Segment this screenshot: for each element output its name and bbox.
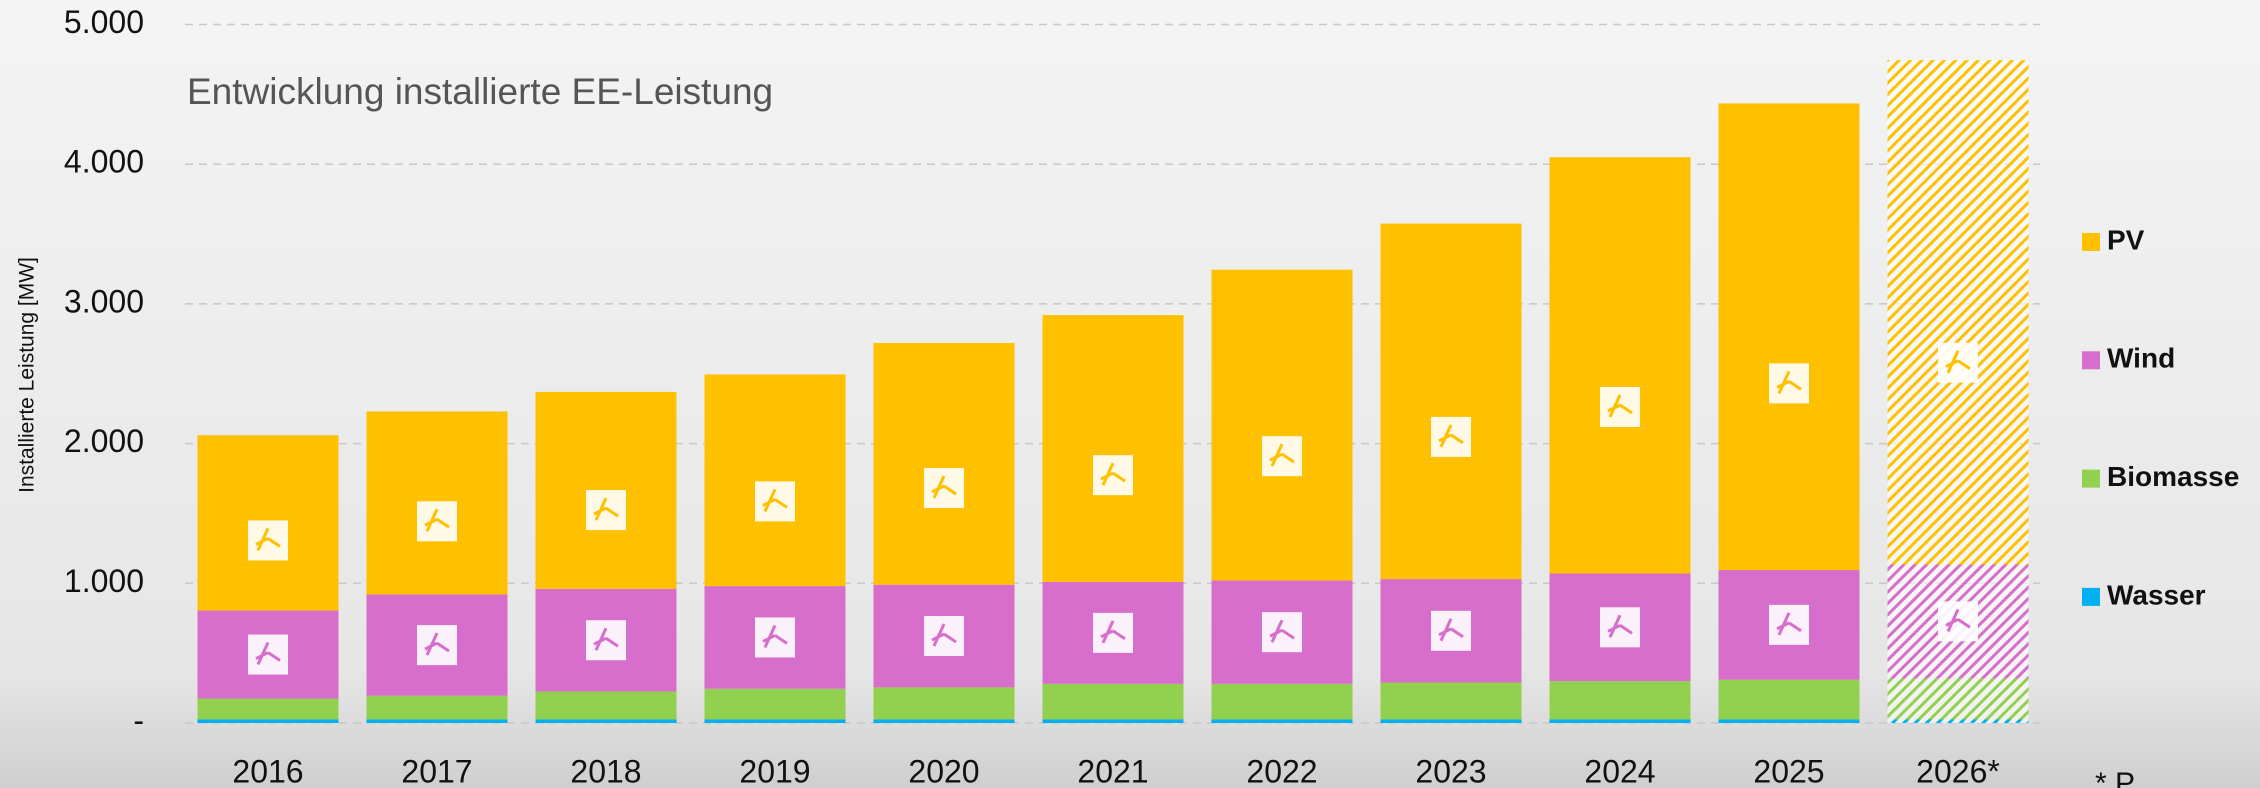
icon — [248, 520, 288, 560]
x-tick-label: 2023 — [1415, 753, 1486, 788]
x-tick-label: 2021 — [1077, 753, 1148, 788]
icon — [924, 616, 964, 656]
y-tick-label: 4.000 — [64, 144, 144, 180]
x-tick-label: 2024 — [1584, 753, 1655, 788]
bar-segment — [1043, 684, 1184, 720]
bar-segment — [1550, 157, 1691, 573]
bar-segment — [1550, 681, 1691, 719]
icon — [1938, 343, 1978, 383]
bar-segment — [705, 374, 846, 586]
x-tick-label: 2026* — [1916, 753, 2000, 788]
icon — [586, 490, 626, 530]
icon — [586, 620, 626, 660]
bar-segment — [1381, 720, 1522, 723]
legend-label: Wind — [2107, 343, 2175, 374]
icon — [924, 468, 964, 508]
icon — [1938, 601, 1978, 641]
legend-label: Wasser — [2107, 579, 2206, 610]
bar-segment — [1888, 720, 2029, 723]
y-tick-label: 3.000 — [64, 283, 144, 319]
icon — [1093, 455, 1133, 495]
bar-segment — [1550, 720, 1691, 723]
chart-title: Entwicklung installierte EE-Leistung — [187, 71, 773, 112]
y-tick-label: 1.000 — [64, 563, 144, 599]
x-tick-label: 2025 — [1753, 753, 1824, 788]
bar-segment — [1719, 103, 1860, 570]
bar-segment — [536, 692, 677, 720]
bar-segment — [1888, 678, 2029, 719]
y-tick-label: - — [133, 702, 144, 738]
legend-label: Biomasse — [2107, 461, 2239, 492]
icon — [1431, 611, 1471, 651]
footnote: * P — [2095, 767, 2135, 788]
legend-swatch — [2082, 588, 2100, 606]
bar-segment — [1888, 60, 2029, 564]
icon — [1431, 417, 1471, 457]
bar-segment — [1212, 684, 1353, 720]
bar-segment — [1381, 682, 1522, 719]
x-tick-label: 2022 — [1246, 753, 1317, 788]
x-tick-label: 2017 — [401, 753, 472, 788]
x-tick-label: 2018 — [570, 753, 641, 788]
icon — [417, 625, 457, 665]
bar-segment — [198, 720, 339, 723]
bar-segment — [705, 720, 846, 723]
bar-segment — [874, 343, 1015, 585]
x-tick-label: 2020 — [908, 753, 979, 788]
x-tick-label: 2019 — [739, 753, 810, 788]
legend-swatch — [2082, 470, 2100, 488]
bar-segment — [1043, 720, 1184, 723]
y-axis-label: Installierte Leistung [MW] — [16, 257, 39, 493]
bar-segment — [1719, 680, 1860, 720]
icon — [248, 635, 288, 675]
bar-segment — [705, 689, 846, 720]
legend-swatch — [2082, 351, 2100, 369]
bar-segment — [874, 720, 1015, 723]
icon — [417, 501, 457, 541]
icon — [1262, 436, 1302, 476]
y-tick-label: 2.000 — [64, 423, 144, 459]
icon — [1600, 387, 1640, 427]
legend-label: PV — [2107, 224, 2145, 255]
bar-segment — [198, 699, 339, 720]
bar-segment — [1212, 720, 1353, 723]
bar-segment — [874, 687, 1015, 719]
y-tick-label: 5.000 — [64, 4, 144, 40]
icon — [1600, 607, 1640, 647]
bar-segment — [1212, 270, 1353, 581]
icon — [1769, 363, 1809, 403]
icon — [1093, 613, 1133, 653]
icon — [755, 481, 795, 521]
icon — [755, 617, 795, 657]
bar-segment — [536, 720, 677, 723]
icon — [1262, 612, 1302, 652]
bar-segment — [367, 720, 508, 723]
legend-swatch — [2082, 233, 2100, 251]
icon — [1769, 605, 1809, 645]
bar-segment — [1719, 720, 1860, 723]
bar-segment — [1381, 224, 1522, 580]
chart: Entwicklung installierte EE-Leistung Ins… — [0, 0, 2260, 788]
bar-segment — [367, 696, 508, 720]
bar-segment — [1043, 315, 1184, 582]
x-tick-label: 2016 — [232, 753, 303, 788]
